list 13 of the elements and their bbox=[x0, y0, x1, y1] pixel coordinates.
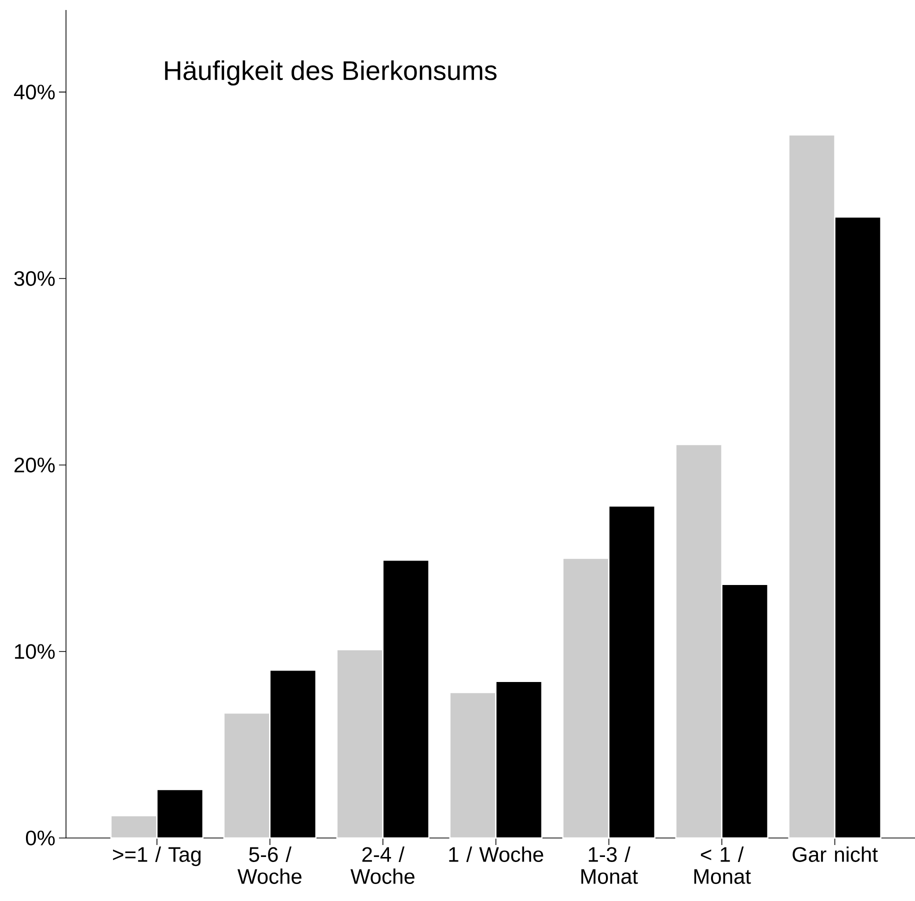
y-tick-label: 10% bbox=[15, 644, 55, 659]
x-tick-label: 1 / Woche bbox=[449, 846, 544, 862]
x-tick-label: 1-3 / Monat bbox=[581, 846, 638, 884]
y-tick-label: 40% bbox=[14, 84, 55, 100]
y-tick-label: 20% bbox=[14, 458, 55, 472]
y-tick-label: 0% bbox=[26, 830, 55, 846]
x-tick-label: 2-4 / Woche bbox=[350, 846, 414, 884]
y-tick-label: 30% bbox=[14, 271, 55, 286]
text: Häufigkeit des Bierkonsums bbox=[165, 60, 497, 86]
x-tick-label: Gar nicht bbox=[792, 846, 878, 862]
x-tick-label: >=1 / Tag bbox=[113, 846, 201, 866]
x-tick-label: < 1 / Monat bbox=[694, 846, 751, 884]
x-tick-label: 5-6 / Woche bbox=[238, 846, 302, 884]
